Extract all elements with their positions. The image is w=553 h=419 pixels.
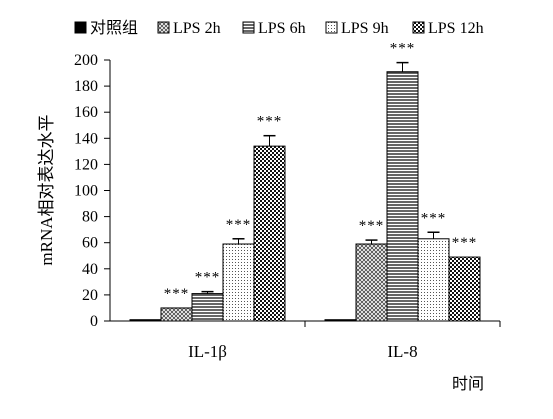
y-tick-label: 100 — [74, 183, 98, 200]
significance-label: *** — [452, 235, 478, 251]
significance-label: *** — [257, 114, 283, 130]
significance-label: *** — [226, 217, 252, 233]
x-axis-label: 时间 — [452, 375, 484, 393]
bar — [355, 243, 388, 322]
legend-entry: LPS 2h — [173, 20, 221, 37]
legend-entry: LPS 6h — [258, 20, 306, 37]
y-tick-label: 40 — [82, 261, 98, 278]
y-tick-label: 120 — [74, 156, 98, 173]
bar — [386, 71, 419, 322]
bar — [129, 319, 162, 322]
legend-swatch — [74, 21, 87, 34]
bar — [417, 238, 450, 322]
bar — [324, 319, 357, 322]
significance-label: *** — [195, 270, 221, 286]
y-tick-label: 160 — [74, 104, 98, 121]
bar — [222, 243, 255, 322]
y-axis-label: mRNA相对表达水平 — [37, 114, 56, 265]
category-label: IL-8 — [387, 342, 417, 361]
category-label: IL-1β — [188, 342, 227, 361]
legend-swatch — [412, 21, 425, 34]
legend-swatch — [157, 21, 170, 34]
x-categories: IL-1β IL-8 — [188, 321, 501, 361]
significance-label: *** — [390, 41, 416, 57]
y-tick-label: 60 — [82, 235, 98, 252]
y-ticks: 0 20 40 60 80 100 120 140 160 180 200 — [74, 52, 110, 330]
y-tick-label: 140 — [74, 130, 98, 147]
legend-entry: 对照组 — [90, 19, 138, 37]
legend-entry: LPS 9h — [341, 20, 389, 37]
bars: *** *** *** *** *** *** *** *** — [129, 41, 481, 322]
y-tick-label: 180 — [74, 78, 98, 95]
y-tick-label: 0 — [90, 313, 98, 330]
legend-swatch — [242, 21, 255, 34]
y-tick-label: 80 — [82, 209, 98, 226]
y-tick-label: 200 — [74, 52, 98, 69]
y-tick-label: 20 — [82, 287, 98, 304]
bar — [253, 145, 286, 322]
significance-label: *** — [359, 218, 385, 234]
legend-swatch — [325, 21, 338, 34]
legend: 对照组 LPS 2h LPS 6h LPS 9h LPS 12h — [74, 19, 484, 37]
bar — [448, 256, 481, 322]
significance-label: *** — [164, 286, 190, 302]
significance-label: *** — [421, 210, 447, 226]
bar — [160, 307, 193, 322]
bar — [191, 293, 224, 322]
legend-entry: LPS 12h — [428, 20, 484, 37]
